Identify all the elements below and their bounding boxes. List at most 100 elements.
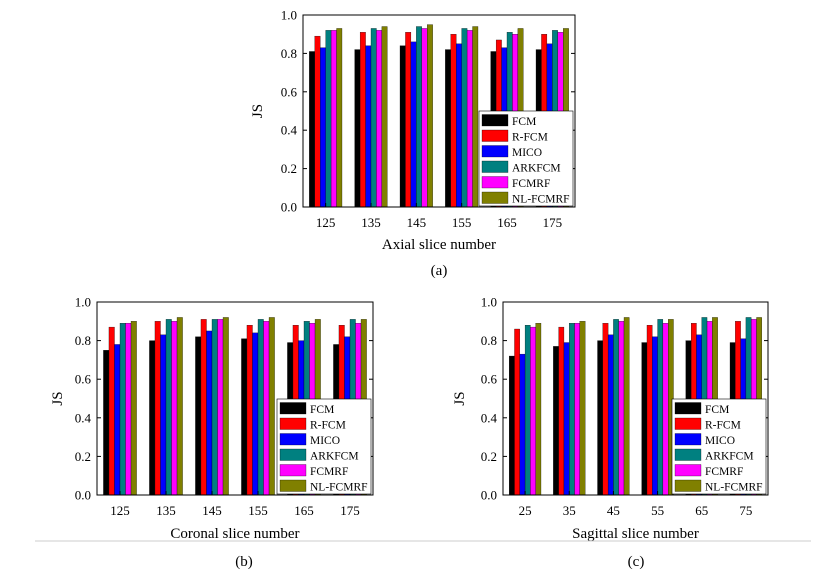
y-tick-label: 0.0 (75, 488, 91, 503)
legend-swatch-nl-fcmrf (481, 191, 509, 204)
bar-r-fcm-45 (602, 323, 609, 496)
bar-fcmrf-35 (574, 323, 580, 496)
legend-swatch-nl-fcmrf (674, 479, 702, 492)
bar-fcmrf-125 (330, 30, 337, 208)
bar-fcm-145 (399, 45, 406, 208)
bar-r-fcm-25 (514, 328, 520, 496)
bar-fcmrf-145 (217, 319, 224, 496)
legend-swatch-r-fcm (279, 417, 307, 430)
bar-arkfcm-125 (119, 323, 126, 496)
panel-label: (a) (431, 263, 448, 279)
y-tick-label: 0.8 (481, 333, 497, 348)
legend-label-arkfcm: ARKFCM (310, 451, 359, 463)
legend-swatch-mico (481, 145, 509, 158)
panel-label: (c) (628, 554, 645, 570)
x-tick-label: 175 (543, 215, 563, 230)
legend-swatch-fcmrf (674, 464, 702, 477)
legend-box (276, 398, 372, 495)
plot-frame (502, 301, 769, 496)
legend-label-r-fcm: R-FCM (310, 420, 346, 432)
x-tick-label: 155 (248, 503, 268, 518)
legend-swatch-fcmrf (481, 176, 509, 189)
bar-fcmrf-155 (263, 321, 270, 496)
bar-fcm-155 (241, 338, 248, 496)
bar-nl-fcmrf-145 (222, 317, 229, 496)
legend-label-arkfcm: ARKFCM (512, 163, 561, 175)
bar-mico-145 (206, 330, 213, 496)
legend-swatch-r-fcm (481, 129, 509, 142)
y-tick-label: 1.0 (481, 295, 497, 310)
y-axis-title: JS (452, 391, 468, 405)
bar-nl-fcmrf-125 (336, 28, 343, 208)
bar-mico-45 (607, 334, 614, 496)
bar-nl-fcmrf-35 (579, 321, 586, 496)
x-tick-label: 155 (452, 215, 472, 230)
bar-nl-fcmrf-45 (623, 317, 630, 496)
y-tick-label: 1.0 (281, 8, 297, 23)
bar-arkfcm-125 (325, 30, 332, 208)
bar-mico-25 (519, 353, 526, 496)
bar-arkfcm-35 (569, 323, 575, 496)
bar-mico-145 (410, 41, 417, 208)
bar-arkfcm-155 (257, 319, 264, 496)
x-tick-label: 125 (110, 503, 130, 518)
bar-fcm-55 (641, 342, 648, 496)
bar-r-fcm-145 (405, 32, 412, 208)
bar-arkfcm-25 (524, 325, 531, 496)
legend-swatch-nl-fcmrf (279, 479, 307, 492)
bar-r-fcm-125 (108, 326, 115, 496)
legend: FCM R-FCM MICO ARKFCM FCMRF NL-FCMRF (671, 398, 767, 495)
legend-label-nl-fcmrf: NL-FCMRF (705, 482, 763, 494)
chart-panel-a: 0.0 0.2 0.4 0.6 0.8 1.0 125 135 145 155 165 175 Axia… (250, 8, 576, 279)
legend-label-nl-fcmrf: NL-FCMRF (310, 482, 368, 494)
bar-nl-fcmrf-135 (176, 317, 183, 496)
y-tick-label: 0.4 (281, 123, 298, 138)
bar-mico-155 (456, 43, 462, 208)
bar-nl-fcmrf-155 (472, 26, 479, 208)
legend-box (478, 110, 574, 207)
bar-r-fcm-35 (558, 326, 565, 496)
bar-fcmrf-45 (618, 321, 625, 496)
legend-swatch-mico (279, 433, 307, 446)
legend-swatch-arkfcm (481, 160, 509, 173)
legend-label-mico: MICO (310, 435, 340, 447)
bar-nl-fcmrf-135 (381, 26, 388, 208)
x-tick-label: 145 (407, 215, 427, 230)
legend-label-r-fcm: R-FCM (512, 132, 548, 144)
bar-fcm-145 (195, 336, 202, 496)
x-tick-label: 45 (607, 503, 620, 518)
bar-arkfcm-155 (461, 28, 468, 208)
legend-swatch-mico (674, 433, 702, 446)
bar-fcmrf-125 (125, 323, 132, 496)
bar-mico-125 (114, 344, 121, 496)
bar-fcm-125 (309, 51, 315, 208)
legend-swatch-fcm (481, 114, 509, 127)
bar-nl-fcmrf-155 (268, 317, 275, 496)
bar-r-fcm-135 (154, 321, 161, 496)
bar-fcm-155 (445, 49, 451, 208)
bar-arkfcm-135 (370, 28, 377, 208)
x-tick-label: 165 (294, 503, 314, 518)
legend-label-arkfcm: ARKFCM (705, 451, 754, 463)
legend-label-fcm: FCM (705, 404, 729, 416)
bar-r-fcm-125 (314, 35, 321, 208)
x-tick-label: 145 (202, 503, 222, 518)
panel-label: (b) (235, 554, 253, 570)
bar-r-fcm-135 (359, 32, 366, 208)
legend: FCM R-FCM MICO ARKFCM FCMRF NL-FCMRF (276, 398, 372, 495)
x-axis-title: Coronal slice number (170, 526, 299, 542)
bar-r-fcm-155 (246, 325, 253, 496)
bar-arkfcm-145 (211, 319, 218, 496)
x-tick-label: 35 (563, 503, 576, 518)
legend-label-mico: MICO (705, 435, 735, 447)
bar-mico-135 (160, 334, 167, 496)
legend-swatch-fcm (279, 402, 307, 415)
bar-mico-135 (365, 45, 372, 208)
legend-swatch-arkfcm (279, 448, 307, 461)
bar-r-fcm-145 (200, 319, 207, 496)
y-tick-label: 1.0 (75, 295, 91, 310)
bar-fcmrf-135 (171, 321, 178, 496)
bar-fcmrf-135 (376, 30, 383, 208)
bar-fcm-45 (597, 340, 603, 496)
